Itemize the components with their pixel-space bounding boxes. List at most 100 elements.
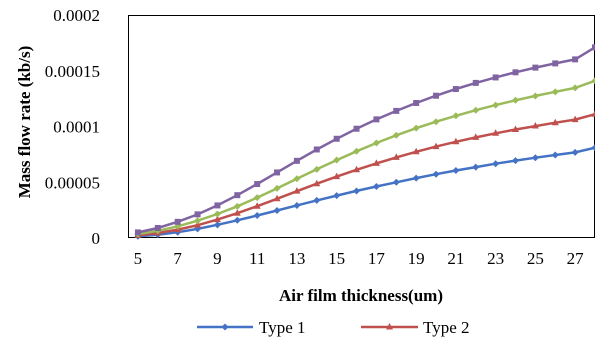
x-tick-label: 19 [408, 249, 425, 268]
data-point [293, 175, 301, 183]
x-tick-label: 21 [447, 249, 464, 268]
data-point [134, 229, 141, 236]
data-point [492, 160, 500, 168]
data-point [592, 44, 595, 51]
data-point [233, 216, 241, 224]
y-tick-label: 0 [92, 229, 101, 248]
data-point [213, 221, 221, 229]
legend-label-type-1: Type 1 [259, 318, 306, 337]
data-point [333, 172, 341, 180]
data-point [333, 135, 340, 142]
series-line [137, 79, 595, 236]
data-point [273, 194, 281, 202]
legend-item-type-1: Type 1 [197, 318, 306, 337]
data-point [372, 139, 380, 147]
legend-marker-type-2 [386, 323, 393, 330]
x-tick-label: 5 [134, 249, 143, 268]
data-point [492, 129, 500, 136]
data-point [452, 137, 460, 145]
data-point [552, 60, 559, 67]
x-tick-label: 17 [368, 249, 386, 268]
data-point [532, 64, 539, 71]
data-point [452, 112, 460, 120]
data-point [373, 116, 380, 123]
data-point [273, 184, 281, 192]
data-point [313, 165, 321, 173]
data-point [213, 210, 221, 218]
data-point [551, 151, 559, 159]
y-tick-label: 0.0002 [53, 6, 100, 25]
data-point [174, 218, 181, 225]
data-point [392, 131, 400, 139]
legend-item-type-2: Type 2 [361, 318, 470, 337]
series-1 [134, 144, 595, 240]
legend-label-type-2: Type 2 [423, 318, 470, 337]
data-point [412, 124, 420, 132]
data-point [412, 147, 420, 155]
data-point [472, 106, 480, 114]
data-point [412, 174, 420, 182]
x-tick-label: 27 [567, 249, 585, 268]
data-point [591, 77, 595, 85]
data-point [333, 192, 341, 200]
y-tick-label: 0.00005 [45, 173, 100, 192]
data-point [572, 56, 579, 63]
data-point [512, 96, 520, 104]
data-point [273, 206, 281, 214]
data-point [492, 74, 499, 81]
x-axis-title: Air film thickness(um) [279, 286, 443, 305]
data-point [531, 92, 539, 100]
x-axis-ticks: 5 7 9 11 13 15 17 19 21 23 25 27 [134, 249, 584, 268]
y-axis-ticks: 0 0.00005 0.0001 0.00015 0.0002 [45, 6, 100, 248]
y-axis-title: Mass flow rate (kb/s) [15, 46, 34, 199]
data-point [571, 115, 579, 123]
data-point [194, 211, 201, 218]
data-point [372, 182, 380, 190]
x-tick-label: 7 [173, 249, 182, 268]
series-3 [134, 77, 595, 238]
data-point [392, 178, 400, 186]
data-point [452, 167, 460, 175]
data-point [591, 110, 595, 117]
data-point [372, 159, 380, 166]
data-point [233, 209, 241, 216]
data-point [432, 142, 440, 150]
data-point [274, 169, 281, 176]
data-point [392, 153, 400, 160]
data-point [433, 92, 440, 99]
data-point [253, 202, 261, 209]
series-4 [134, 44, 595, 236]
x-tick-label: 9 [213, 249, 222, 268]
data-point [213, 215, 221, 223]
data-point [531, 154, 539, 162]
y-tick-label: 0.00015 [45, 62, 100, 81]
x-tick-label: 11 [249, 249, 265, 268]
x-tick-label: 23 [487, 249, 504, 268]
data-point [432, 118, 440, 126]
data-point [492, 101, 500, 109]
data-point [253, 211, 261, 219]
data-point [452, 86, 459, 93]
data-point [472, 133, 480, 140]
data-point [472, 79, 479, 86]
data-point [313, 179, 321, 187]
legend: Type 1 Type 2 [197, 318, 470, 337]
data-point [154, 224, 161, 231]
data-point [253, 194, 261, 202]
y-tick-label: 0.0001 [53, 118, 100, 137]
legend-marker-type-1 [221, 323, 229, 331]
data-point [313, 146, 320, 153]
data-point [293, 157, 300, 164]
data-point [571, 84, 579, 92]
data-point [512, 125, 520, 133]
data-point [293, 201, 301, 209]
data-point [551, 88, 559, 96]
x-tick-label: 15 [328, 249, 345, 268]
data-point [313, 196, 321, 204]
data-point [233, 202, 241, 210]
data-point [551, 118, 559, 126]
data-point [432, 170, 440, 178]
series-line [137, 112, 595, 237]
series-layer [134, 44, 595, 240]
series-line [137, 46, 595, 234]
